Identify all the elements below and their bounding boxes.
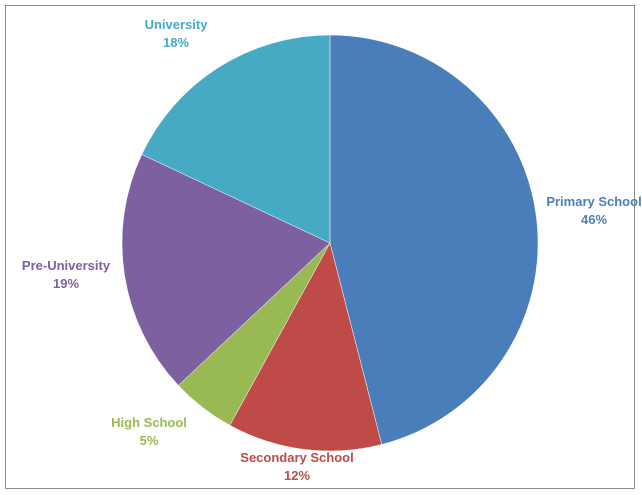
pie-slice-university — [141, 34, 331, 244]
pie-slice-pre-university — [121, 154, 331, 386]
slice-label-university: University 18% — [145, 17, 209, 50]
slice-category-name: Pre-University — [22, 258, 111, 273]
slice-category-name: Primary School — [546, 194, 641, 209]
slice-label-primary-school: Primary School 46% — [546, 194, 641, 227]
pie-slice-primary-school — [329, 34, 539, 445]
slice-percentage: 5% — [140, 433, 159, 448]
slice-label-secondary-school: Secondary School 12% — [240, 450, 353, 483]
slice-percentage: 12% — [284, 468, 310, 483]
slice-label-pre-university: Pre-University 19% — [22, 258, 111, 291]
slice-label-high-school: High School 5% — [111, 415, 187, 448]
slice-category-name: University — [145, 17, 209, 32]
slice-category-name: Secondary School — [240, 450, 353, 465]
slice-labels: Primary School 46% Secondary School 12% High… — [22, 17, 642, 483]
pie-slices — [121, 34, 539, 452]
slice-percentage: 46% — [581, 212, 607, 227]
slice-category-name: High School — [111, 415, 187, 430]
slice-percentage: 18% — [163, 35, 189, 50]
pie-slice-secondary-school — [229, 242, 383, 452]
slice-percentage: 19% — [53, 276, 79, 291]
